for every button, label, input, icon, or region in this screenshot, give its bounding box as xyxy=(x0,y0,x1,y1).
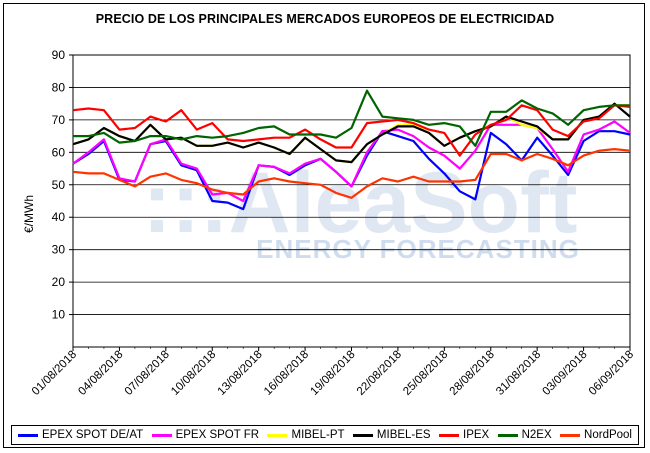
legend-item-epex-spot-de-at: EPEX SPOT DE/AT xyxy=(18,429,143,441)
x-tick-label: 06/09/2018 xyxy=(587,349,636,398)
legend-swatch xyxy=(439,433,459,437)
y-tick-label: 10 xyxy=(52,308,66,322)
legend-label: EPEX SPOT DE/AT xyxy=(42,429,144,441)
legend-label: N2EX xyxy=(521,429,552,441)
legend-swatch xyxy=(267,433,288,437)
axes xyxy=(69,54,631,351)
series-line-mibel-es xyxy=(72,102,631,164)
y-tick-label: 60 xyxy=(52,145,66,159)
legend-label: IPEX xyxy=(463,429,490,441)
y-tick-label: 40 xyxy=(52,210,66,224)
series-lines xyxy=(72,89,631,211)
series-line-ipex xyxy=(72,104,631,157)
x-tick-label: 22/08/2018 xyxy=(355,349,404,398)
legend-label: MIBEL-ES xyxy=(376,429,431,441)
y-tick-label: 30 xyxy=(52,243,66,257)
chart-title: PRECIO DE LOS PRINCIPALES MERCADOS EUROP… xyxy=(95,12,555,26)
x-tick-label: 04/08/2018 xyxy=(76,349,125,398)
watermark-tagline: ENERGY FORECASTING xyxy=(256,234,580,264)
legend-swatch xyxy=(18,433,38,437)
legend-item-mibel-pt: MIBEL-PT xyxy=(267,429,345,441)
legend-item-epex-spot-fr: EPEX SPOT FR xyxy=(151,429,260,441)
x-tick-label: 19/08/2018 xyxy=(308,349,357,398)
series-line-n2ex xyxy=(73,89,630,147)
series-line-nordpool xyxy=(72,148,631,199)
y-tick-label: 50 xyxy=(52,178,66,192)
legend-swatch xyxy=(560,433,581,437)
y-tick-label: 90 xyxy=(52,48,66,62)
x-tick-label: 28/08/2018 xyxy=(448,349,497,398)
legend-label: MIBEL-PT xyxy=(291,429,345,441)
x-tick-label: 13/08/2018 xyxy=(216,349,265,398)
legend-item-ipex: IPEX xyxy=(439,429,489,441)
y-axis-label: €/MWh xyxy=(22,195,36,233)
legend-label: EPEX SPOT FR xyxy=(175,429,260,441)
legend-swatch xyxy=(151,433,172,437)
y-tick-label: 70 xyxy=(52,113,66,127)
x-tick-label: 03/09/2018 xyxy=(541,349,590,398)
legend-swatch xyxy=(497,433,518,437)
x-tick-label: 16/08/2018 xyxy=(262,349,311,398)
legend-item-nordpool: NordPool xyxy=(560,429,632,441)
legend-item-n2ex: N2EX xyxy=(497,429,552,441)
chart-frame xyxy=(3,3,645,448)
legend-item-mibel-es: MIBEL-ES xyxy=(352,429,431,441)
legend-label: NordPool xyxy=(584,429,632,441)
x-tick-label: 07/08/2018 xyxy=(123,349,172,398)
legend: EPEX SPOT DE/AT EPEX SPOT FR MIBEL-PT MIBEL… xyxy=(11,425,639,445)
x-tick-label: 25/08/2018 xyxy=(401,349,450,398)
x-tick-label: 10/08/2018 xyxy=(169,349,218,398)
y-tick-label: 80 xyxy=(52,80,66,94)
x-tick-label: 01/08/2018 xyxy=(30,349,79,398)
legend-swatch xyxy=(352,433,373,437)
y-tick-label: 20 xyxy=(52,275,66,289)
x-tick-label: 31/08/2018 xyxy=(494,349,543,398)
